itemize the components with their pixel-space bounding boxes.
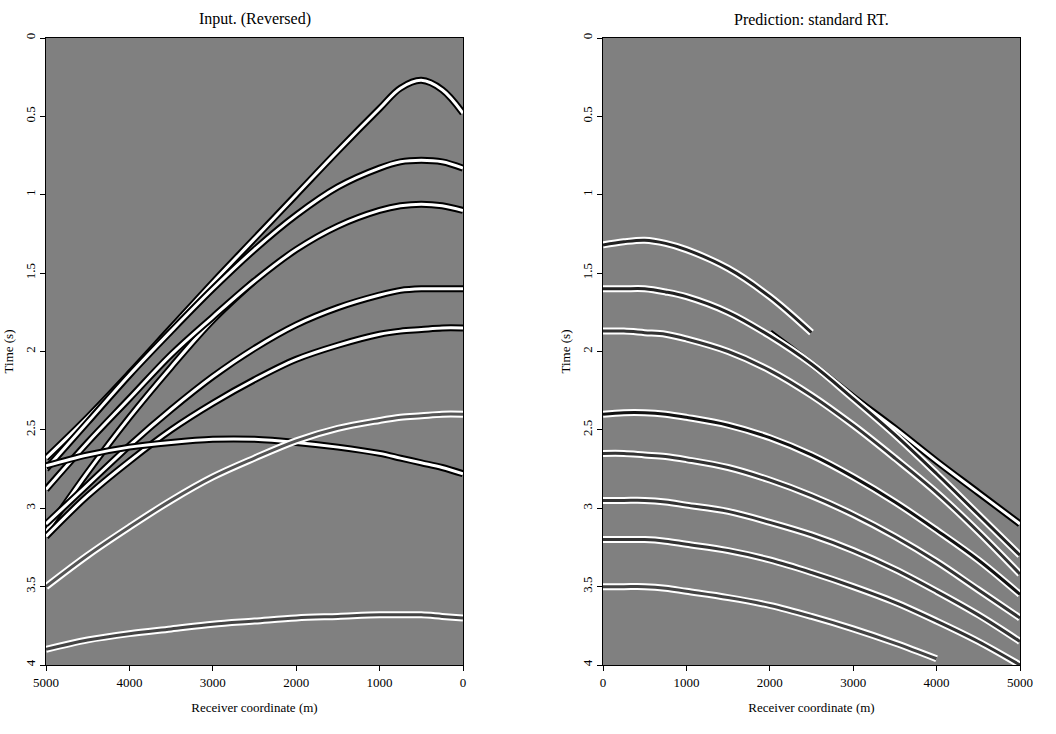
svg-text:0.5: 0.5 <box>23 106 38 122</box>
svg-text:2000: 2000 <box>757 675 783 690</box>
svg-text:3: 3 <box>23 503 38 510</box>
svg-text:3: 3 <box>580 503 595 510</box>
svg-text:0: 0 <box>460 675 467 690</box>
svg-text:2.5: 2.5 <box>23 420 38 436</box>
svg-text:3.5: 3.5 <box>580 577 595 593</box>
svg-text:3.5: 3.5 <box>23 577 38 593</box>
svg-text:Input. (Reversed): Input. (Reversed) <box>199 10 311 28</box>
svg-text:3000: 3000 <box>840 675 866 690</box>
svg-text:0: 0 <box>600 675 607 690</box>
svg-text:Receiver coordinate (m): Receiver coordinate (m) <box>748 700 874 715</box>
svg-text:1.5: 1.5 <box>23 263 38 279</box>
svg-text:2: 2 <box>580 346 595 353</box>
svg-text:Prediction: standard RT.: Prediction: standard RT. <box>734 11 889 28</box>
svg-text:5000: 5000 <box>1007 675 1033 690</box>
svg-text:1.5: 1.5 <box>580 263 595 279</box>
svg-text:2: 2 <box>23 346 38 353</box>
svg-text:4: 4 <box>23 659 38 666</box>
svg-text:Receiver coordinate (m): Receiver coordinate (m) <box>191 700 317 715</box>
svg-text:1000: 1000 <box>367 675 393 690</box>
svg-text:5000: 5000 <box>33 675 59 690</box>
svg-text:0.5: 0.5 <box>580 106 595 122</box>
svg-text:0: 0 <box>23 33 38 40</box>
svg-text:4000: 4000 <box>924 675 950 690</box>
svg-text:1000: 1000 <box>673 675 699 690</box>
svg-text:2000: 2000 <box>283 675 309 690</box>
svg-text:4: 4 <box>580 659 595 666</box>
svg-text:3000: 3000 <box>200 675 226 690</box>
svg-text:Time (s): Time (s) <box>1 330 16 374</box>
svg-text:1: 1 <box>23 190 38 197</box>
svg-text:4000: 4000 <box>116 675 142 690</box>
svg-text:Time (s): Time (s) <box>558 330 573 374</box>
svg-text:1: 1 <box>580 190 595 197</box>
svg-text:2.5: 2.5 <box>580 420 595 436</box>
svg-text:0: 0 <box>580 33 595 40</box>
